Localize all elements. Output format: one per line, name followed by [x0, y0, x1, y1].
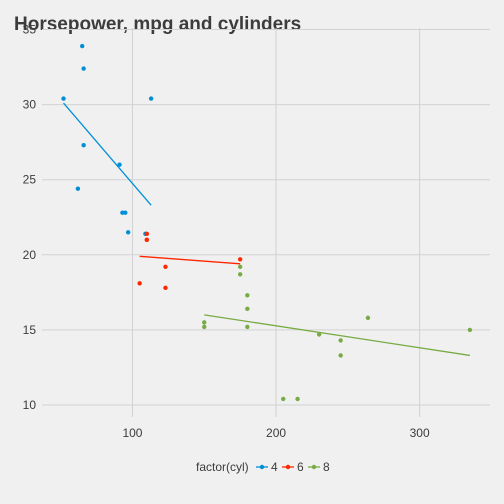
fit-lines [63, 102, 470, 357]
data-point-cyl-8 [245, 324, 250, 330]
fit-line-cyl-8 [204, 314, 470, 357]
data-point-cyl-6 [137, 281, 142, 286]
legend-label-cyl-6: 6 [297, 460, 304, 474]
data-point-cyl-8 [245, 306, 250, 312]
x-tick-label: 300 [410, 426, 430, 440]
data-point-cyl-8 [316, 332, 322, 337]
data-point-cyl-4 [61, 96, 66, 101]
data-point-cyl-8 [237, 272, 243, 277]
data-point-cyl-6 [144, 237, 150, 242]
x-tick-label: 200 [266, 426, 286, 440]
x-tick-label: 100 [122, 426, 142, 440]
data-point-cyl-8 [281, 396, 286, 402]
legend-key-point-cyl-4 [259, 464, 265, 470]
fit-line-cyl-6 [139, 255, 241, 265]
data-point-cyl-4 [123, 210, 128, 215]
y-tick-label: 20 [23, 248, 37, 262]
data-point-cyl-8 [202, 320, 207, 325]
data-point-cyl-8 [338, 338, 343, 343]
y-tick-label: 25 [23, 173, 37, 187]
y-tick-label: 15 [23, 323, 37, 337]
y-tick-label: 30 [23, 98, 37, 112]
data-point-cyl-4 [117, 162, 122, 167]
data-point-cyl-4 [75, 186, 81, 191]
data-point-cyl-6 [144, 231, 150, 236]
data-point-cyl-6 [237, 257, 243, 262]
legend-label-cyl-4: 4 [271, 460, 278, 474]
legend-title: factor(cyl) [196, 460, 249, 474]
data-point-cyl-6 [163, 264, 168, 270]
data-point-cyl-8 [245, 293, 250, 298]
data-point-cyl-4 [125, 230, 131, 235]
gridlines [42, 28, 490, 417]
data-points [61, 43, 473, 402]
data-point-cyl-8 [202, 324, 207, 330]
axis-ticks: 100 200 300 10 15 20 25 30 35 [23, 23, 430, 440]
data-point-cyl-4 [81, 66, 86, 71]
legend-label-cyl-8: 8 [323, 460, 330, 474]
legend-key-point-cyl-8 [311, 464, 317, 470]
chart-title: Horsepower, mpg and cylinders [14, 14, 301, 35]
data-point-cyl-4 [80, 43, 85, 49]
legend-key-point-cyl-6 [285, 464, 291, 470]
data-point-cyl-8 [365, 315, 371, 321]
y-tick-label: 10 [23, 398, 37, 412]
data-point-cyl-8 [467, 327, 473, 333]
data-point-cyl-8 [237, 264, 243, 270]
data-point-cyl-4 [148, 96, 154, 101]
data-point-cyl-8 [295, 396, 300, 402]
y-tick-label: 35 [23, 23, 37, 37]
data-point-cyl-4 [81, 142, 86, 148]
fit-line-cyl-4 [63, 102, 152, 206]
data-point-cyl-8 [338, 353, 343, 358]
legend: factor(cyl) 4 6 8 [196, 460, 330, 474]
data-point-cyl-6 [163, 285, 168, 291]
